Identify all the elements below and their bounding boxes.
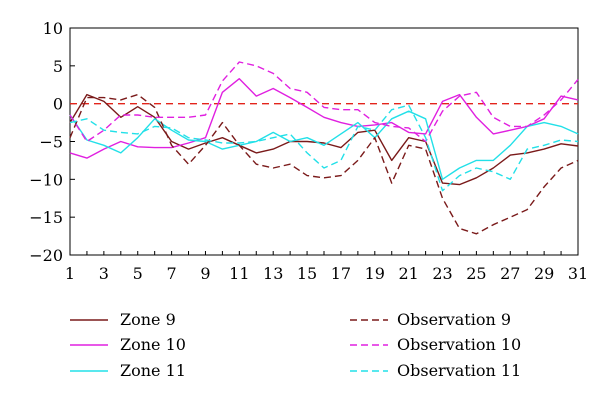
x-tick-label: 17: [331, 264, 351, 283]
series-line-observation-11: [69, 104, 579, 192]
x-tick-label: 5: [133, 264, 143, 283]
x-tick-label: 19: [365, 264, 385, 283]
legend-label-zone-10: Zone 10: [120, 335, 186, 354]
y-tick-label: 5: [53, 57, 63, 76]
x-tick-label: 27: [500, 264, 520, 283]
legend-label-observation-10: Observation 10: [397, 335, 521, 354]
series-line-zone-10: [69, 77, 579, 159]
x-axis: 1 3 5 7 9 11 13 15 17 19 21 23 25 27 29 31: [65, 251, 588, 283]
x-tick-label: 21: [398, 264, 418, 283]
legend: Zone 9 Zone 10 Zone 11 Observation 9 Observa…: [70, 310, 521, 380]
x-tick-label: 23: [432, 264, 452, 283]
x-tick-label: 15: [297, 264, 317, 283]
x-tick-label: 25: [466, 264, 486, 283]
x-tick-label: 1: [65, 264, 75, 283]
y-axis: 10 5 0 −5 −10 −15 −20: [29, 19, 75, 265]
y-tick-label: 10: [43, 19, 63, 38]
series-lines: [69, 61, 579, 235]
x-tick-label: 31: [568, 264, 588, 283]
y-tick-label: −10: [29, 170, 63, 189]
legend-label-observation-11: Observation 11: [397, 361, 521, 380]
x-tick-label: 13: [263, 264, 283, 283]
legend-label-zone-11: Zone 11: [120, 361, 186, 380]
series-line-zone-9: [69, 93, 579, 186]
y-tick-label: 0: [53, 95, 63, 114]
series-line-observation-10: [69, 61, 579, 143]
series-line-zone-11: [69, 110, 579, 181]
x-tick-label: 3: [99, 264, 109, 283]
legend-label-zone-9: Zone 9: [120, 310, 176, 329]
x-tick-label: 11: [229, 264, 249, 283]
series-line-observation-9: [69, 93, 579, 235]
legend-label-observation-9: Observation 9: [397, 310, 511, 329]
x-tick-label: 7: [167, 264, 177, 283]
y-tick-label: −5: [39, 133, 63, 152]
y-tick-label: −15: [29, 208, 63, 227]
x-tick-label: 9: [200, 264, 210, 283]
y-tick-label: −20: [29, 246, 63, 265]
x-tick-label: 29: [534, 264, 554, 283]
